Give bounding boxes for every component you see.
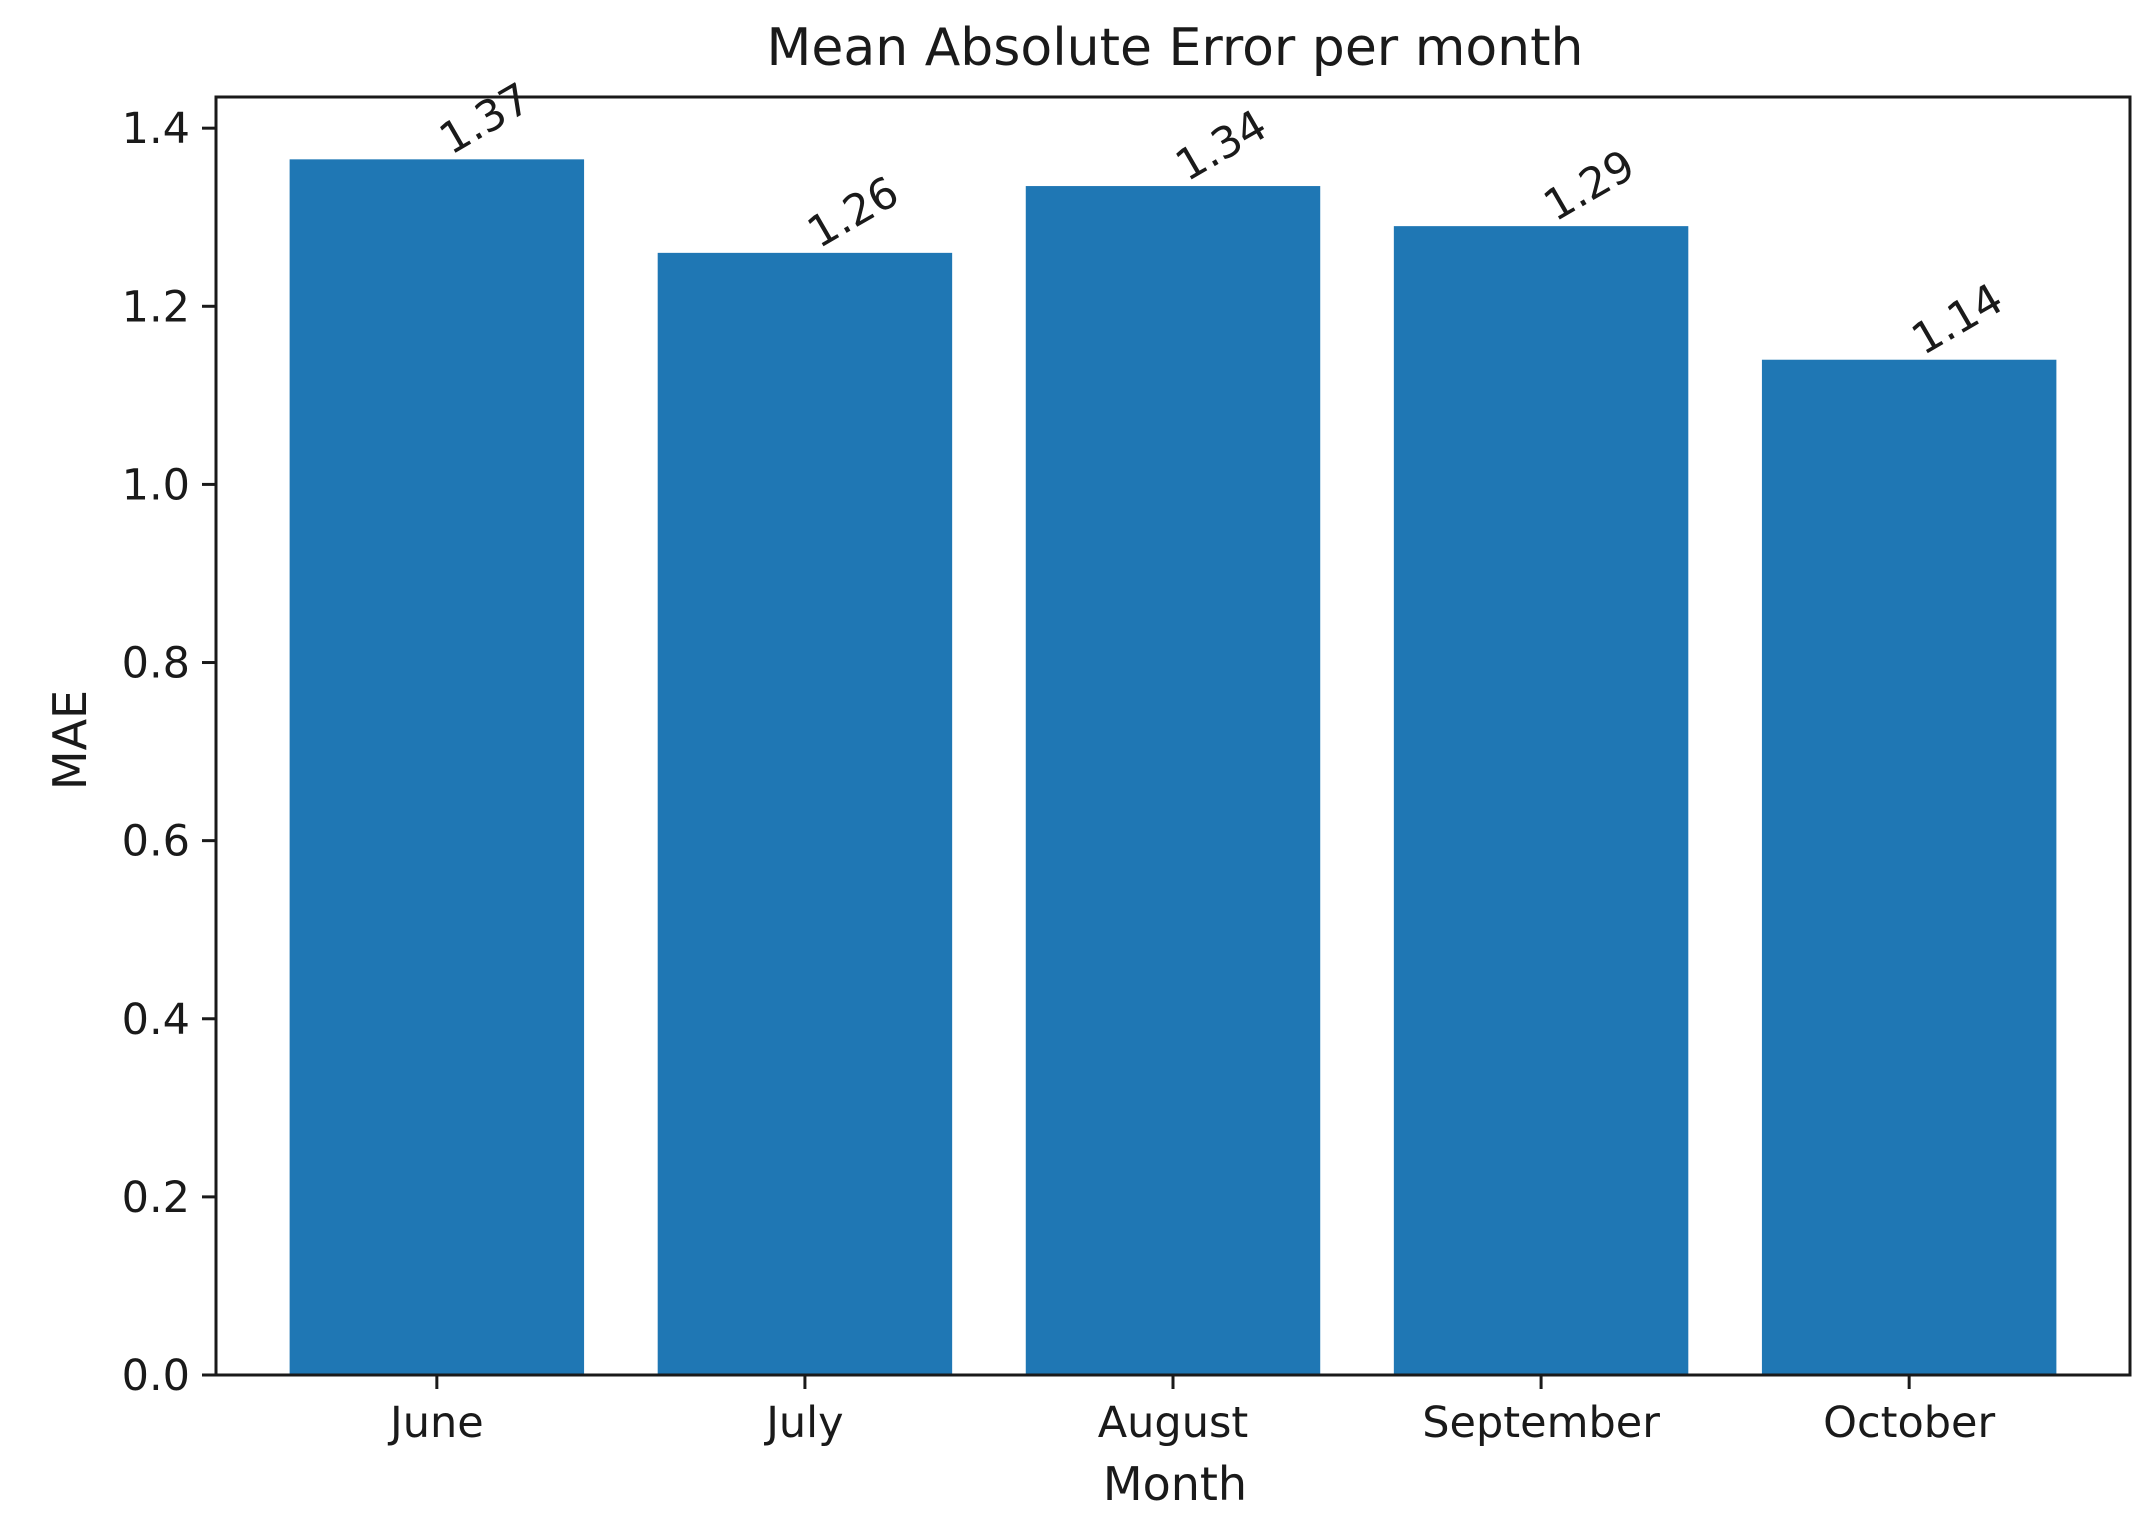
- x-tick-label-august: August: [1098, 1398, 1248, 1448]
- bar-august: [1025, 186, 1321, 1376]
- bar-july: [657, 252, 953, 1376]
- x-axis-ticks: June July August September October: [387, 1375, 1996, 1448]
- y-axis-label: MAE: [43, 690, 97, 790]
- y-tick-label-1: 0.2: [122, 1173, 190, 1223]
- x-tick-label-september: September: [1422, 1398, 1660, 1448]
- bar-june: [289, 159, 585, 1376]
- y-tick-label-3: 0.6: [122, 817, 190, 867]
- data-label-june: 1.37: [431, 74, 539, 165]
- chart-title: Mean Absolute Error per month: [767, 18, 1584, 78]
- data-label-october: 1.14: [1904, 274, 2012, 365]
- x-axis-label: Month: [1103, 1457, 1247, 1511]
- y-tick-label-6: 1.2: [122, 282, 190, 332]
- plot-frame: [214, 95, 2132, 1377]
- y-tick-label-7: 1.4: [122, 104, 190, 154]
- data-label-august: 1.34: [1168, 100, 1276, 191]
- y-axis-ticks: 0.0 0.2 0.4 0.6 0.8 1.0 1.2 1.4: [122, 104, 216, 1401]
- y-tick-label-4: 0.8: [122, 639, 190, 689]
- bar-september: [1393, 226, 1689, 1376]
- x-tick-label-june: June: [387, 1398, 484, 1448]
- bar-october: [1761, 359, 2057, 1375]
- x-tick-label-october: October: [1823, 1398, 1995, 1448]
- y-tick-label-2: 0.4: [122, 995, 190, 1045]
- data-label-september: 1.29: [1536, 140, 1644, 231]
- y-tick-label-0: 0.0: [122, 1351, 190, 1401]
- y-tick-label-5: 1.0: [122, 460, 190, 510]
- bars-group: [289, 159, 2057, 1376]
- data-label-july: 1.26: [799, 167, 907, 258]
- x-tick-label-july: July: [763, 1398, 843, 1448]
